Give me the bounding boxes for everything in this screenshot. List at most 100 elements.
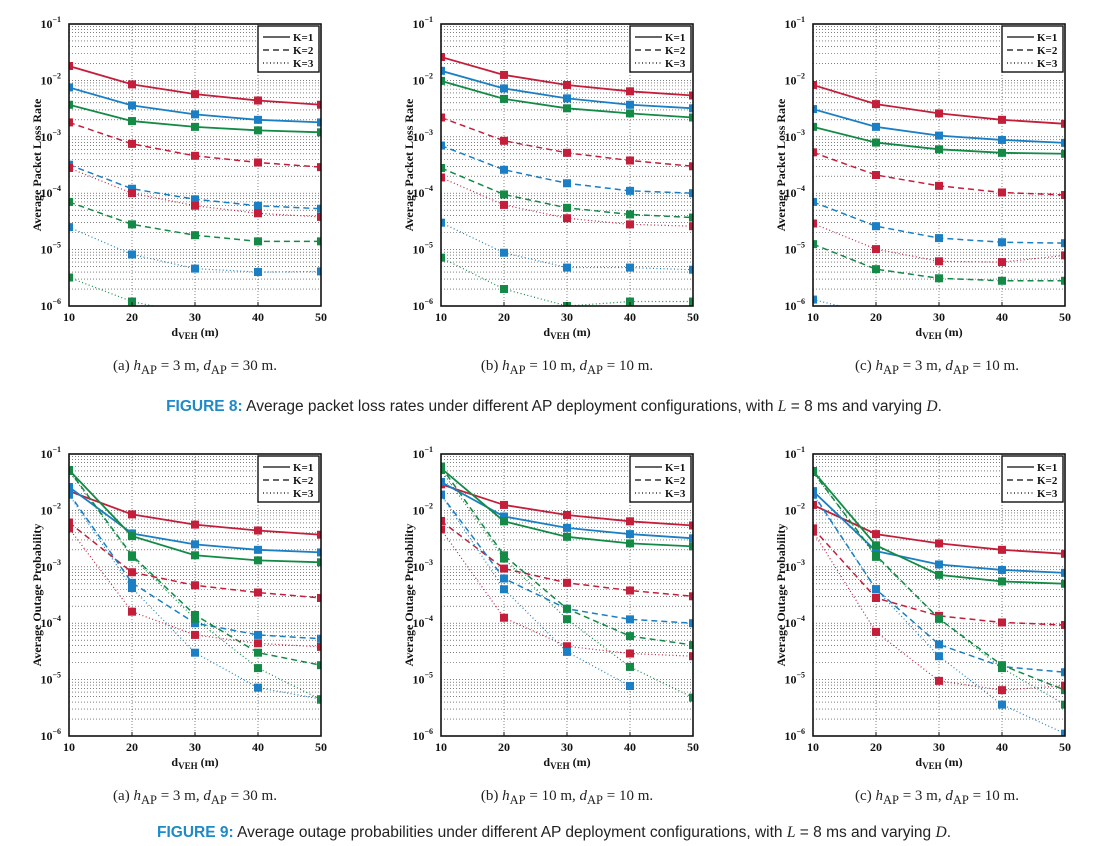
legend-label: K=1 [1037, 462, 1057, 474]
data-point [998, 545, 1006, 554]
data-point [626, 517, 634, 526]
data-point [191, 648, 199, 657]
legend: K=1K=2K=3 [629, 25, 692, 73]
data-point [441, 52, 445, 61]
series-line [813, 222, 1065, 263]
data-point [500, 94, 508, 103]
x-tick-label: 10 [807, 740, 819, 754]
data-point [563, 604, 571, 613]
y-tick-label: 10−6 [40, 727, 61, 743]
data-point [998, 618, 1006, 627]
data-point [689, 222, 693, 231]
chart-fig9-c: 10 20 30 40 50 10−6 10−5 10−4 10−3 10−2 10−1 dVEH (… [774, 445, 1071, 771]
data-point [998, 700, 1006, 709]
x-axis-label: dVEH (m) [171, 755, 218, 771]
legend-label: K=3 [293, 488, 314, 500]
data-point [689, 213, 693, 222]
data-point [563, 148, 571, 157]
data-point [626, 530, 634, 539]
figure-9-caption: FIGURE 9: Average outage probabilities u… [156, 824, 951, 841]
data-point [254, 588, 262, 597]
data-point [935, 614, 943, 623]
data-point [935, 181, 943, 190]
y-tick-label: 10−4 [40, 184, 61, 200]
x-axis-label: dVEH (m) [171, 325, 218, 341]
legend-label: K=3 [665, 58, 686, 70]
x-tick-label: 20 [870, 310, 882, 324]
data-point [998, 664, 1006, 673]
data-point [317, 267, 321, 276]
data-point [500, 136, 508, 145]
legend: K=1K=2K=3 [257, 455, 320, 503]
data-point [441, 253, 445, 262]
data-point [872, 530, 880, 539]
data-point [813, 295, 817, 304]
legend-label: K=2 [1037, 45, 1058, 57]
data-point [872, 627, 880, 636]
data-point [935, 234, 943, 243]
data-point [998, 276, 1006, 285]
x-tick-label: 40 [624, 310, 636, 324]
data-point [1061, 251, 1065, 260]
data-point [1061, 119, 1065, 128]
x-tick-label: 30 [189, 740, 201, 754]
data-point [500, 574, 508, 583]
legend-label: K=1 [665, 32, 685, 44]
x-axis-label: dVEH (m) [543, 325, 590, 341]
data-point [254, 115, 262, 124]
data-point [563, 203, 571, 212]
data-point [69, 100, 73, 109]
data-point [998, 258, 1006, 267]
y-tick-label: 10−6 [784, 297, 805, 313]
legend-label: K=2 [1037, 475, 1058, 487]
legend-box [1001, 455, 1064, 503]
data-point [191, 195, 199, 204]
data-point [441, 525, 445, 534]
data-point [191, 540, 199, 549]
x-tick-label: 50 [315, 310, 327, 324]
legend-label: K=3 [665, 488, 686, 500]
data-point [128, 101, 136, 110]
data-point [689, 534, 693, 543]
data-point [441, 163, 445, 172]
data-point [1061, 239, 1065, 248]
data-point [254, 545, 262, 554]
data-point [441, 490, 445, 499]
data-point [317, 642, 321, 651]
y-axis-label: Average Outage Probability [402, 524, 416, 667]
y-tick-label: 10−5 [784, 241, 805, 257]
legend-box [257, 455, 320, 503]
data-point [872, 122, 880, 131]
data-point [998, 188, 1006, 197]
data-point [935, 676, 943, 685]
data-point [254, 556, 262, 565]
subcaption-a: (a) hAP = 3 m, dAP = 30 m. [113, 788, 277, 807]
data-point [935, 570, 943, 579]
data-point [317, 212, 321, 221]
data-point [500, 512, 508, 521]
series-line [69, 470, 321, 701]
data-point [317, 237, 321, 246]
data-point [128, 532, 136, 541]
data-point [441, 141, 445, 150]
data-point [441, 173, 445, 182]
y-tick-label: 10−1 [784, 15, 805, 31]
series-group [69, 62, 321, 306]
data-point [441, 66, 445, 75]
subcaption-c: (c) hAP = 3 m, dAP = 10 m. [855, 788, 1019, 807]
x-axis-label: dVEH (m) [543, 755, 590, 771]
data-point [1061, 620, 1065, 629]
figure-label: FIGURE 8: [166, 398, 243, 415]
data-point [317, 530, 321, 539]
series-group [813, 80, 1065, 306]
data-point [254, 158, 262, 167]
data-point [813, 122, 817, 131]
data-point [935, 109, 943, 118]
legend-label: K=1 [293, 462, 313, 474]
data-point [254, 268, 262, 277]
series-line [441, 494, 631, 687]
data-point [128, 250, 136, 259]
data-point [563, 510, 571, 519]
legend-label: K=3 [293, 58, 314, 70]
data-point [935, 652, 943, 661]
